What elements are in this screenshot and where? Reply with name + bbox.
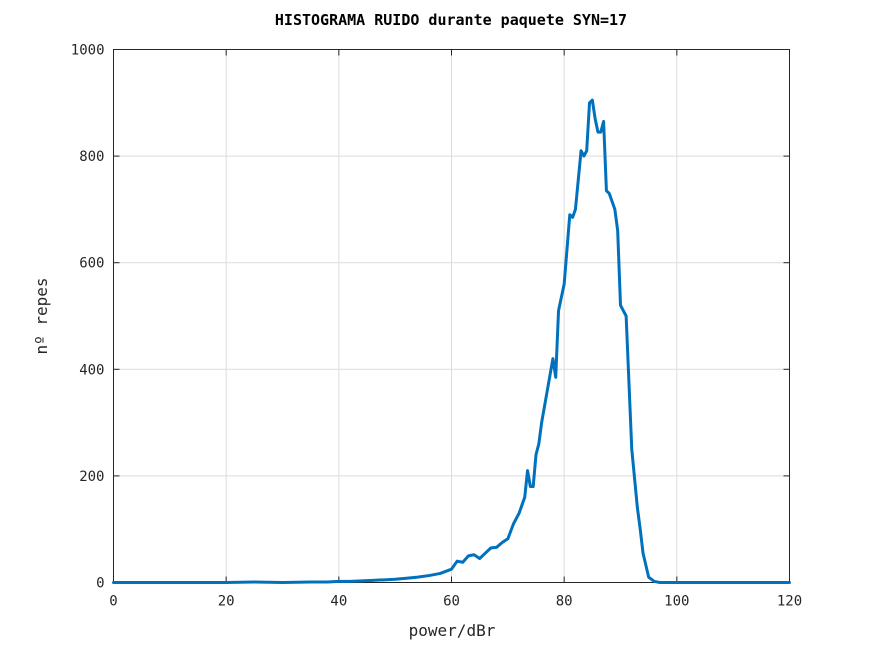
y-tick-label: 400 [79, 362, 104, 378]
tick-labels: 0 20 40 60 80 100 120 0 200 400 600 800 1000 [71, 43, 802, 610]
y-tick-label: 800 [79, 149, 104, 165]
y-tick-label: 200 [79, 469, 104, 485]
x-tick-label: 20 [218, 594, 235, 610]
y-tick-label: 0 [96, 576, 104, 592]
y-tick-label: 1000 [71, 43, 105, 59]
noise-histogram-line [112, 98, 791, 584]
x-axis-label: power/dBr [409, 621, 496, 640]
x-tick-label: 40 [330, 594, 347, 610]
y-tick-label: 600 [79, 256, 104, 272]
x-tick-label: 100 [664, 594, 689, 610]
x-tick-label: 60 [443, 594, 460, 610]
chart-title: HISTOGRAMA RUIDO durante paquete SYN=17 [275, 11, 627, 29]
grid-lines [113, 49, 790, 583]
y-axis-label: nº repes [32, 277, 51, 354]
x-tick-label: 120 [777, 594, 802, 610]
x-tick-label: 80 [556, 594, 573, 610]
x-tick-label: 0 [109, 594, 117, 610]
